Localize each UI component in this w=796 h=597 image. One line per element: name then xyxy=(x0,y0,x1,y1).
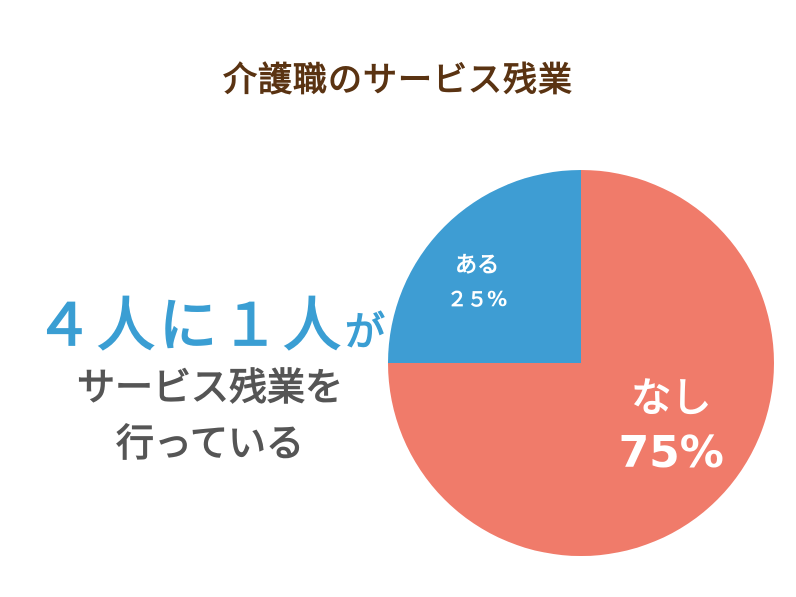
headline-particle: が xyxy=(345,309,385,355)
headline-number: ４人に１人 xyxy=(34,291,345,359)
headline: ４人に１人が xyxy=(30,278,390,362)
slice-value-1: ２５% xyxy=(447,287,507,311)
slice-label-0: なし xyxy=(631,375,711,421)
slice-label-1: ある xyxy=(455,253,499,278)
pie-slice-1 xyxy=(388,170,581,363)
subtext-line-1: サービス残業を xyxy=(76,365,343,409)
subtext-line-2: 行っている xyxy=(115,421,305,465)
chart-title: 介護職のサービス残業 xyxy=(223,60,573,100)
slice-value-0: 75% xyxy=(619,427,724,478)
